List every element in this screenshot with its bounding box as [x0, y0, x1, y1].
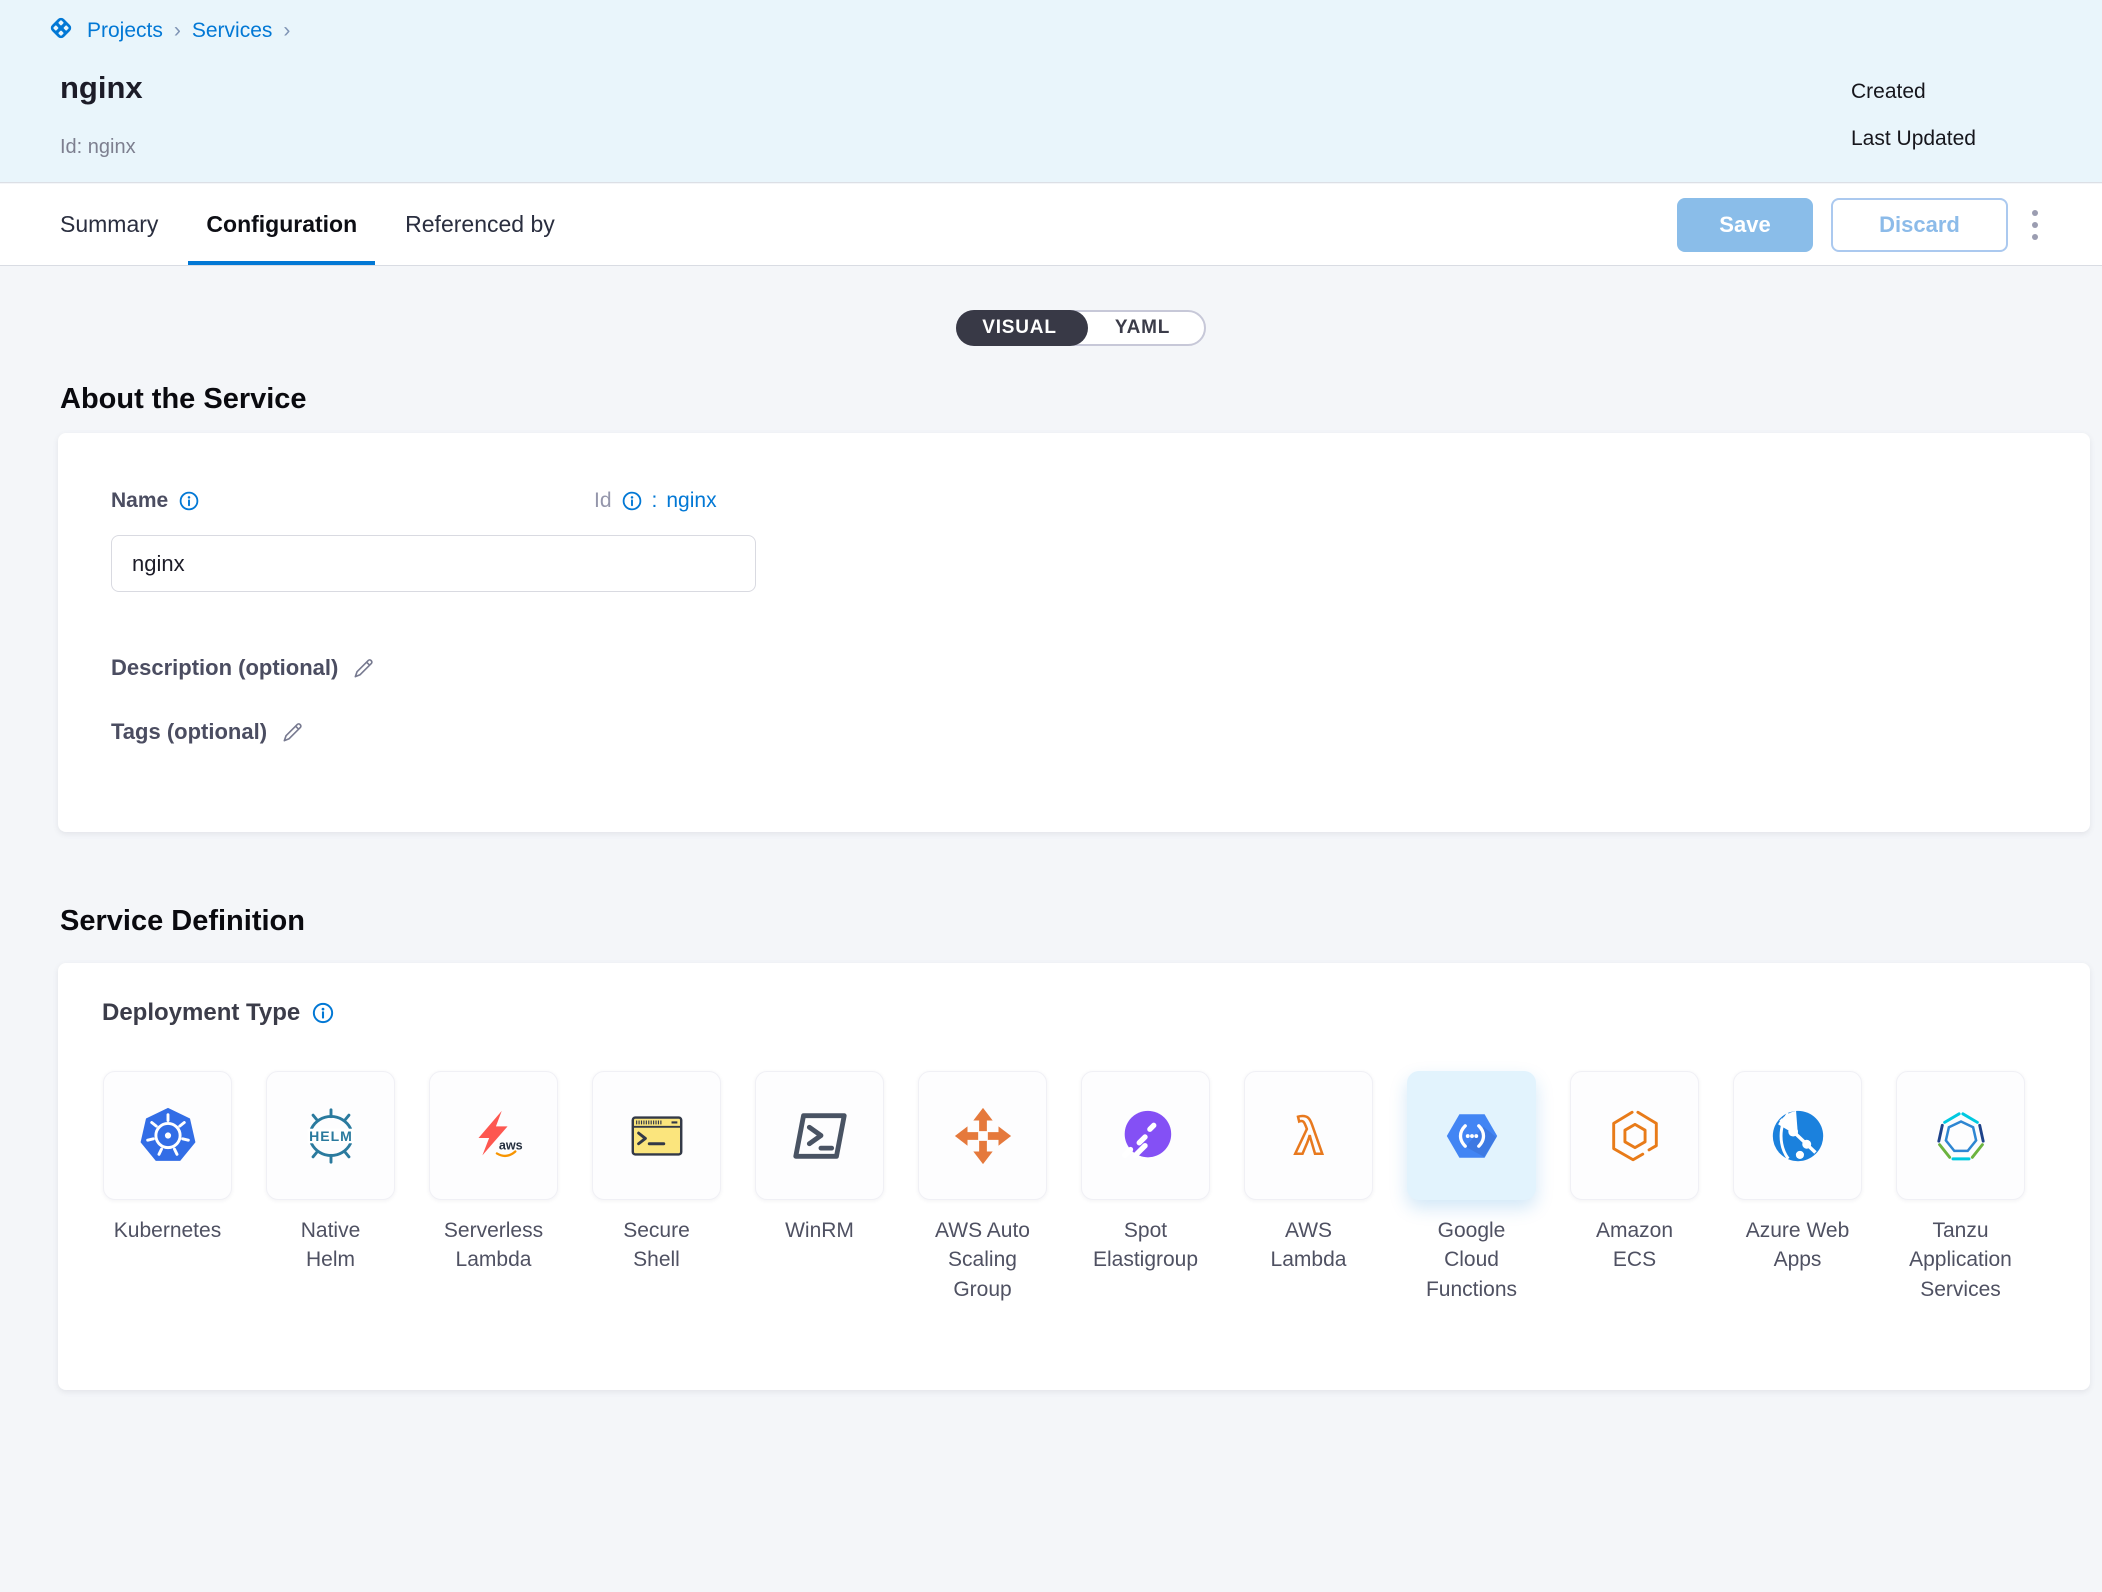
deployment-type-label-tanzu-application-services: Tanzu Application Services [1909, 1219, 2012, 1301]
tab-configuration[interactable]: Configuration [188, 184, 376, 265]
deployment-type-label-azure-web-apps: Azure Web Apps [1745, 1219, 1850, 1272]
svg-text:HELM: HELM [309, 1127, 353, 1143]
deployment-type-secure-shell[interactable]: Secure Shell [592, 1071, 721, 1304]
tab-bar: Summary Configuration Referenced by Save… [0, 184, 2102, 266]
service-id-text: Id: nginx [60, 136, 136, 158]
deployment-type-label-kubernetes: Kubernetes [113, 1219, 222, 1242]
tab-referenced-by[interactable]: Referenced by [405, 211, 555, 237]
spot-elastigroup-icon[interactable] [1081, 1071, 1210, 1200]
serverless-lambda-icon[interactable]: aws [429, 1071, 558, 1200]
deployment-type-label-amazon-ecs: Amazon ECS [1595, 1219, 1674, 1272]
deployment-type-label-serverless-lambda: Serverless Lambda [443, 1219, 544, 1272]
deployment-type-tiles: Kubernetes HELM Native Helm aws Serverless L… [103, 1071, 2025, 1304]
breadcrumb: Projects › Services › [46, 13, 290, 49]
tabs: Summary Configuration Referenced by [42, 184, 585, 265]
projects-icon [46, 13, 76, 49]
page-title: nginx [60, 70, 143, 105]
deployment-type-label-aws-lambda: AWS Lambda [1270, 1219, 1347, 1272]
aws-auto-scaling-group-icon[interactable] [918, 1071, 1047, 1200]
breadcrumb-separator: › [283, 19, 291, 42]
breadcrumb-services[interactable]: Services [191, 19, 273, 42]
tags-label: Tags (optional) [111, 719, 268, 744]
id-value-link[interactable]: nginx [666, 489, 717, 512]
discard-button[interactable]: Discard [1831, 197, 2008, 252]
tanzu-application-services-icon[interactable] [1896, 1071, 2025, 1200]
name-label: Name [111, 489, 169, 512]
kubernetes-icon[interactable] [103, 1071, 232, 1200]
about-service-heading: About the Service [60, 383, 307, 415]
deployment-type-label-winrm: WinRM [785, 1219, 854, 1242]
deployment-type-azure-web-apps[interactable]: Azure Web Apps [1733, 1071, 1862, 1304]
aws-lambda-icon[interactable]: λ [1244, 1071, 1373, 1200]
service-meta: Created Last Updated [1851, 80, 1976, 174]
toggle-pill [956, 310, 1089, 346]
deployment-type-amazon-ecs[interactable]: Amazon ECS [1570, 1071, 1699, 1304]
description-label: Description (optional) [111, 655, 339, 680]
toggle-yaml[interactable]: YAML [1114, 317, 1171, 338]
breadcrumb-projects[interactable]: Projects [87, 19, 163, 42]
secure-shell-icon[interactable] [592, 1071, 721, 1200]
service-definition-card: Deployment Type Kubernetes HELM Native Hel… [58, 963, 2090, 1390]
id-label: Id [594, 489, 612, 512]
deployment-type-label: Deployment Type [102, 999, 301, 1026]
amazon-ecs-icon[interactable] [1570, 1071, 1699, 1200]
deployment-type-aws-auto-scaling-group[interactable]: AWS Auto Scaling Group [918, 1071, 1047, 1304]
last-updated-label: Last Updated [1851, 127, 1976, 150]
info-icon[interactable] [621, 490, 643, 512]
id-separator: : [651, 489, 658, 512]
deployment-type-label-spot-elastigroup: Spot Elastigroup [1092, 1219, 1199, 1272]
deployment-type-aws-lambda[interactable]: λ AWS Lambda [1244, 1071, 1373, 1304]
deployment-type-native-helm[interactable]: HELM Native Helm [266, 1071, 395, 1304]
service-definition-heading: Service Definition [60, 905, 305, 937]
created-label: Created [1851, 80, 1926, 103]
about-service-card: Name Id : nginx Description (optional) T… [58, 433, 2090, 832]
deployment-type-serverless-lambda[interactable]: aws Serverless Lambda [429, 1071, 558, 1304]
azure-web-apps-icon[interactable] [1733, 1071, 1862, 1200]
deployment-type-label-native-helm: Native Helm [300, 1219, 361, 1272]
breadcrumb-separator: › [173, 19, 181, 42]
save-button[interactable]: Save [1677, 197, 1813, 252]
google-cloud-functions-icon[interactable] [1407, 1071, 1536, 1200]
native-helm-icon[interactable]: HELM [266, 1071, 395, 1200]
edit-tags-pencil-icon[interactable] [280, 719, 306, 745]
deployment-type-winrm[interactable]: WinRM [755, 1071, 884, 1304]
deployment-type-kubernetes[interactable]: Kubernetes [103, 1071, 232, 1304]
deployment-type-google-cloud-functions[interactable]: Google Cloud Functions [1407, 1071, 1536, 1304]
info-icon[interactable] [178, 490, 200, 512]
svg-text:λ: λ [1294, 1107, 1322, 1164]
deployment-type-label-aws-auto-scaling-group: AWS Auto Scaling Group [935, 1219, 1030, 1301]
deployment-type-label-secure-shell: Secure Shell [623, 1219, 690, 1272]
header-actions: Save Discard [1677, 184, 2102, 265]
tab-summary[interactable]: Summary [60, 211, 159, 237]
more-options-menu-icon[interactable] [2026, 202, 2044, 248]
page-header: Projects › Services › nginx Id: nginx Cr… [0, 0, 2102, 183]
toggle-visual[interactable]: VISUAL [982, 317, 1057, 338]
deployment-type-spot-elastigroup[interactable]: Spot Elastigroup [1081, 1071, 1210, 1304]
svg-text:aws: aws [498, 1138, 522, 1152]
name-input[interactable] [111, 535, 756, 592]
deployment-type-tanzu-application-services[interactable]: Tanzu Application Services [1896, 1071, 2025, 1304]
visual-yaml-toggle[interactable]: VISUAL YAML [956, 310, 1206, 346]
deployment-type-label-google-cloud-functions: Google Cloud Functions [1425, 1219, 1518, 1301]
info-icon[interactable] [311, 1001, 335, 1025]
main-content: VISUAL YAML About the Service Name Id : … [0, 266, 2102, 1592]
winrm-icon[interactable] [755, 1071, 884, 1200]
edit-description-pencil-icon[interactable] [351, 655, 377, 681]
